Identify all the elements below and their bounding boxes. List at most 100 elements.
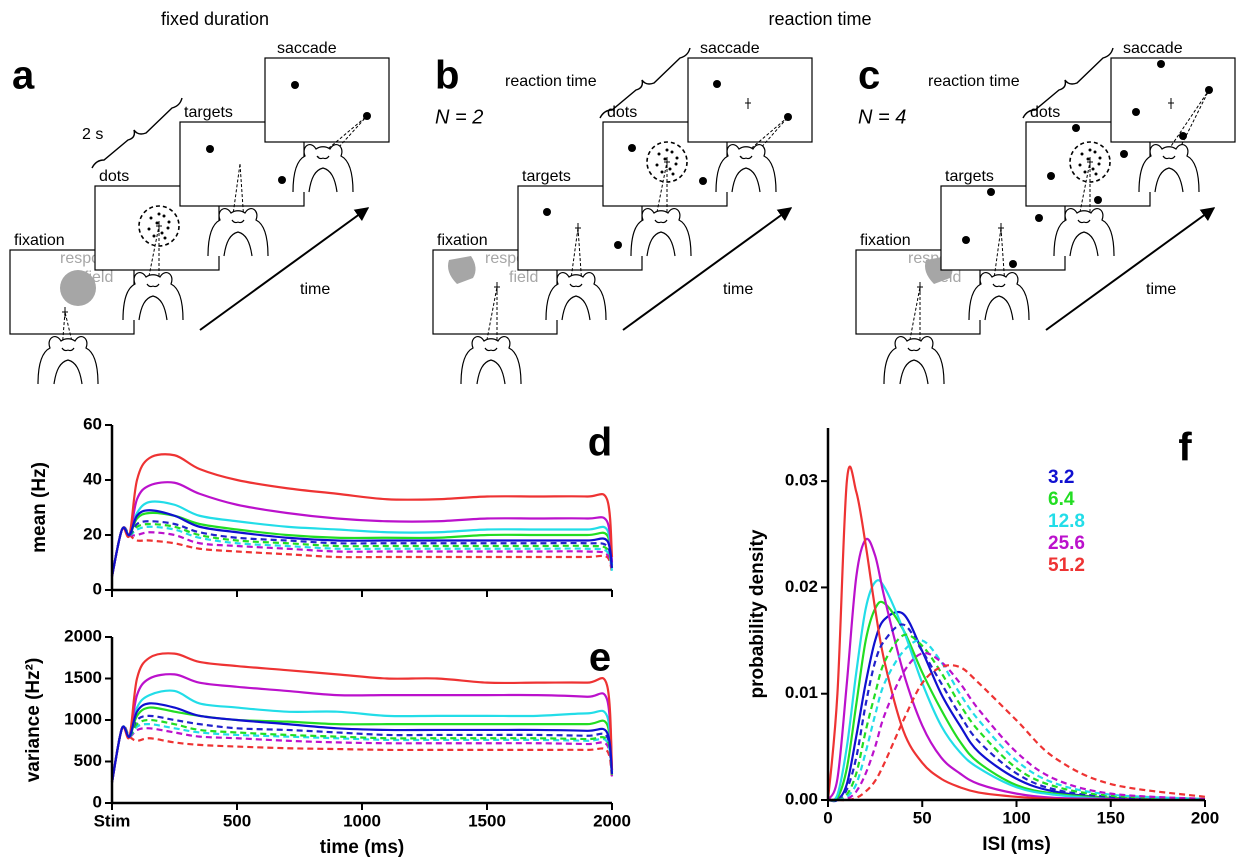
screen-label: targets: [184, 104, 233, 121]
screen-label: fixation: [437, 232, 488, 249]
data-line: [826, 465, 1206, 802]
screen-label: dots: [99, 168, 129, 185]
motion-dot: [157, 212, 161, 216]
panel-letter: d: [588, 421, 612, 465]
y-tick-label: 60: [83, 414, 102, 433]
monkey-head: [207, 208, 269, 257]
legend-entry: 25.6: [1048, 533, 1085, 554]
motion-dot: [668, 167, 672, 171]
monkey-head: [37, 336, 99, 385]
data-line: [110, 689, 614, 783]
target: [1094, 196, 1102, 204]
target: [543, 208, 551, 216]
target: [278, 176, 286, 184]
target: [628, 144, 636, 152]
target: [962, 236, 970, 244]
time-arrow: [622, 207, 793, 331]
motion-dot: [149, 216, 153, 220]
brace: [599, 47, 691, 119]
motion-dot: [163, 236, 167, 240]
motion-dot: [671, 172, 675, 176]
motion-dot: [675, 156, 679, 160]
motion-dot: [152, 234, 156, 238]
motion-dot: [1080, 152, 1084, 156]
x-tick-label: 2000: [593, 811, 631, 830]
data-line: [827, 639, 1206, 802]
monkey-head: [1138, 144, 1200, 193]
y-tick-label: 40: [83, 469, 102, 488]
interval-label: 2 s: [82, 126, 103, 143]
screen-label: fixation: [14, 232, 65, 249]
x-tick-label: Stim: [94, 811, 131, 830]
monkey-head: [883, 336, 945, 385]
data-line: [110, 702, 614, 783]
motion-dot: [1078, 163, 1082, 167]
motion-dot: [665, 148, 669, 152]
monkey-head: [715, 144, 777, 193]
data-line: [110, 509, 614, 577]
n-targets: N = 2: [435, 106, 483, 128]
y-tick-label: 20: [83, 524, 102, 543]
x-axis-label: time (ms): [320, 837, 404, 858]
x-tick-label: 500: [223, 811, 251, 830]
motion-dot: [1093, 150, 1097, 154]
data-line: [827, 610, 1206, 803]
target: [206, 145, 214, 153]
screen-label: saccade: [1123, 40, 1183, 57]
motion-dot: [147, 227, 151, 231]
motion-dot: [1088, 148, 1092, 152]
monkey-head: [545, 272, 607, 321]
screen-label: dots: [1030, 104, 1060, 121]
time-label: time: [300, 281, 330, 298]
y-tick-label: 0.01: [785, 683, 818, 702]
target: [713, 80, 721, 88]
panel-letter: b: [435, 54, 459, 98]
monkey-head: [630, 208, 692, 257]
legend-entry: 51.2: [1048, 555, 1085, 576]
panel-letter: f: [1178, 426, 1192, 470]
monkey-head: [122, 272, 184, 321]
screen-label: fixation: [860, 232, 911, 249]
gaze-line: [1162, 89, 1210, 159]
monkey-head: [292, 144, 354, 193]
data-line: [110, 652, 614, 783]
y-tick-label: 0: [93, 792, 102, 811]
data-line: [110, 525, 614, 577]
data-line: [110, 725, 614, 783]
panel-letter: c: [858, 54, 880, 98]
data-line: [110, 673, 614, 783]
data-line: [110, 724, 614, 783]
n-targets: N = 4: [858, 106, 906, 128]
data-line: [110, 722, 614, 783]
rf-label: field: [84, 269, 113, 286]
y-axis-label: mean (Hz): [29, 462, 50, 553]
screen-label: dots: [607, 104, 637, 121]
gaze-line: [328, 115, 368, 159]
x-tick-label: 1000: [343, 811, 381, 830]
x-axis-label: ISI (ms): [982, 834, 1051, 855]
screen-label: targets: [522, 168, 571, 185]
motion-dot: [663, 157, 667, 161]
motion-dot: [166, 226, 170, 230]
data-line: [110, 481, 614, 577]
target: [1132, 108, 1140, 116]
target: [614, 241, 622, 249]
target: [699, 177, 707, 185]
data-line: [110, 706, 614, 783]
screen: [264, 57, 390, 143]
y-tick-label: 1500: [64, 668, 102, 687]
x-tick-label: 0: [823, 808, 832, 827]
response-field: [448, 256, 476, 284]
screen: [1110, 57, 1236, 143]
response-field: [60, 270, 96, 306]
data-line: [110, 526, 614, 577]
target: [1009, 260, 1017, 268]
interval-label: reaction time: [505, 73, 597, 90]
data-line: [110, 520, 614, 577]
data-line: [827, 651, 1206, 802]
motion-dot: [160, 231, 164, 235]
data-line: [826, 537, 1206, 802]
motion-dot: [1091, 167, 1095, 171]
brace: [1022, 47, 1114, 119]
